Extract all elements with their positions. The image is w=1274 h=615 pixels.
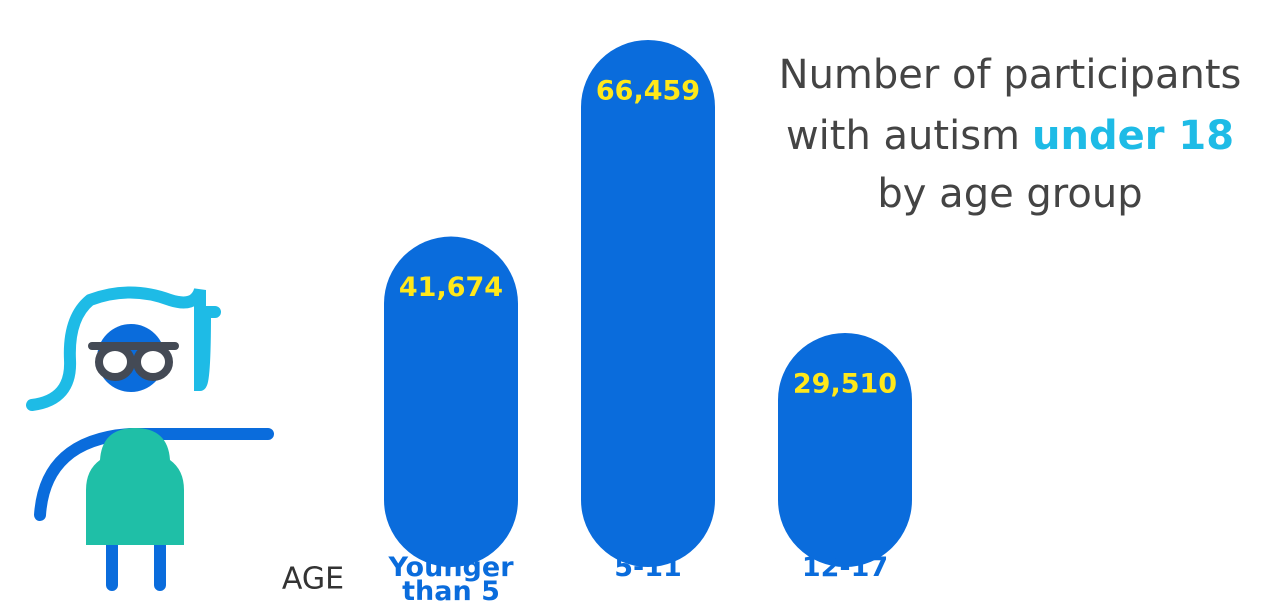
x-tick-label: Younger than 5 [388,552,514,607]
title-line: by age group [877,171,1142,217]
title-line: Number of participants [779,52,1242,98]
bar [778,332,912,567]
value-label: 41,674 [399,272,503,303]
value-label: 29,510 [793,368,897,399]
illustration [26,286,274,591]
x-tick-label: 5-11 [614,552,682,583]
x-tick-label: 12-17 [801,552,889,583]
bar [581,40,715,567]
title-highlight: under 18 [1032,113,1234,159]
x-axis-label: AGE [282,562,344,597]
bar [384,236,518,567]
value-label: 66,459 [596,76,700,107]
title-line: with autism under 18 [786,113,1234,159]
title-part: with autism [786,113,1020,159]
